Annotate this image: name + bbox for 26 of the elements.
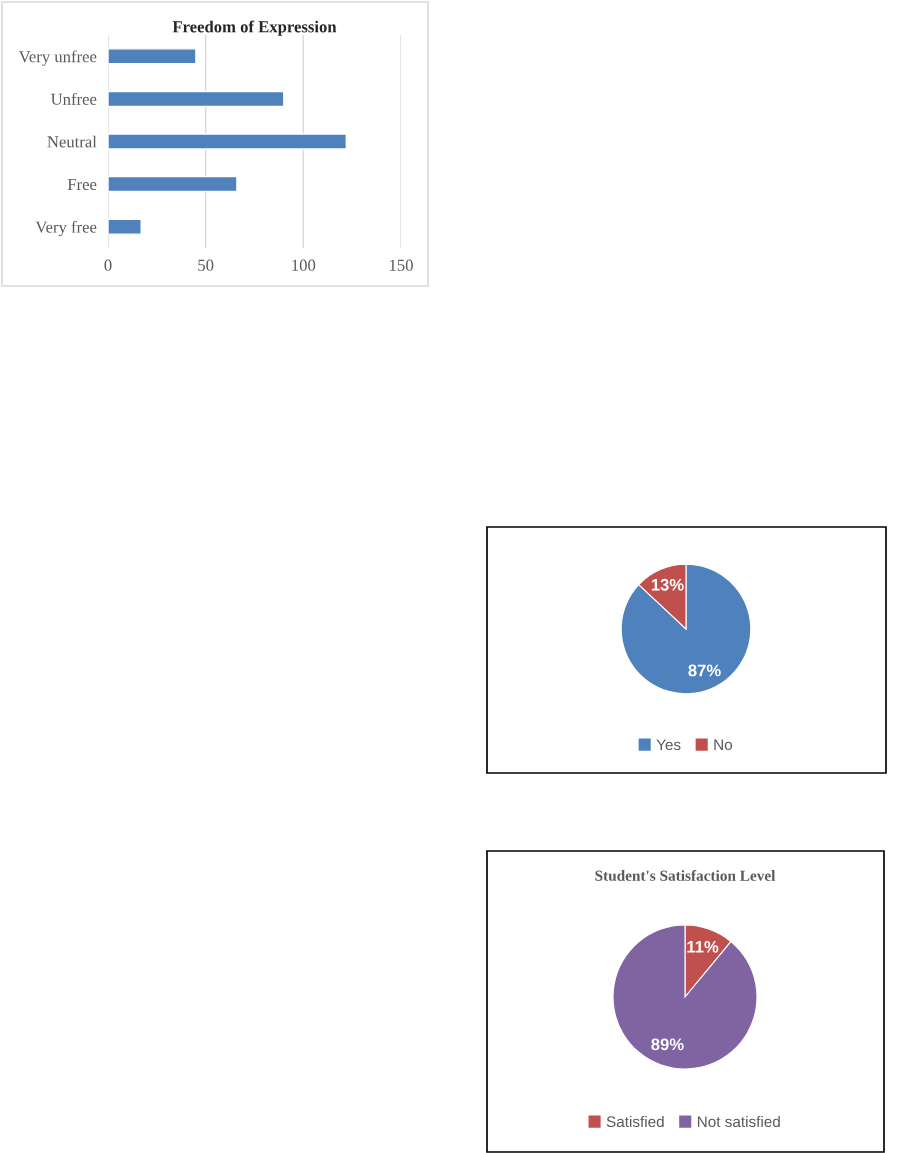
data-label: 13% [651,578,684,591]
chart-title: Freedom of Expression [172,20,337,36]
data-label: 89% [651,1038,684,1051]
y-tick-label: Unfree [50,92,97,105]
chart-title: Student's Satisfaction Level [595,869,776,881]
bar [108,218,142,235]
bar [108,48,197,65]
data-label: 11% [687,940,719,953]
pie-slice [620,563,752,695]
pie-slice [612,924,758,1070]
legend-label: Not satisfied [697,1115,780,1128]
bar [108,133,348,150]
data-label: 87% [688,664,721,677]
x-tick-label: 100 [292,259,316,271]
x-tick-label: 50 [198,259,214,271]
x-tick-label: 0 [104,259,112,271]
legend-label: Satisfied [606,1115,664,1128]
y-tick-label: Free [67,178,97,191]
y-tick-label: Very free [35,220,97,237]
bar [108,90,285,108]
legend-label: No [714,739,733,751]
legend-label: Yes [656,739,681,751]
bar [108,175,238,193]
y-tick-label: Very unfree [18,50,97,66]
x-tick-label: 150 [389,259,413,271]
y-tick-label: Neutral [47,135,97,148]
